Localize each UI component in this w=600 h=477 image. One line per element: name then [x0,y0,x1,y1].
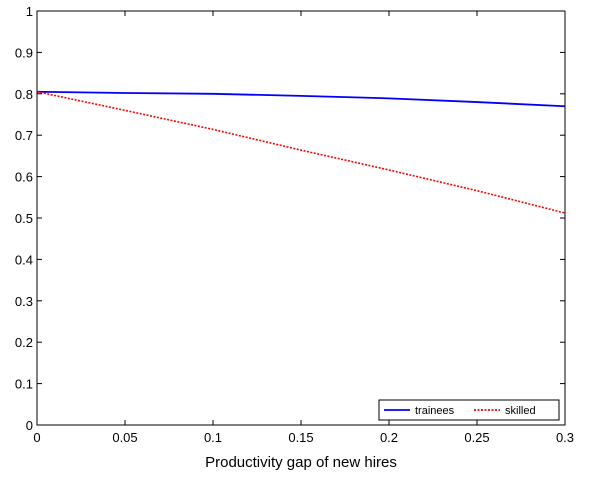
y-tick-label: 0.9 [15,45,33,60]
x-axis-label: Productivity gap of new hires [205,454,397,471]
y-tick-label: 0.3 [15,294,33,309]
y-tick-label: 1 [26,4,33,19]
x-tick-label: 0.3 [556,430,574,445]
x-tick-label: 0.15 [288,430,313,445]
y-tick-label: 0 [26,418,33,433]
x-tick-label: 0.1 [204,430,222,445]
legend-label-skilled: skilled [505,405,536,417]
x-tick-label: 0 [33,430,40,445]
y-tick-label: 0.5 [15,211,33,226]
x-tick-label: 0.25 [464,430,489,445]
legend: trainees skilled [378,399,560,421]
legend-label-trainees: trainees [415,405,455,417]
y-tick-label: 0.7 [15,128,33,143]
x-tick-label: 0.2 [380,430,398,445]
x-axis-ticks: 0 0.05 0.1 0.15 0.2 0.25 0.3 [33,11,574,445]
y-tick-label: 0.8 [15,87,33,102]
series-lines [36,90,566,214]
series-line-trainees [36,90,566,108]
y-tick-label: 0.6 [15,170,33,185]
plot-frame [36,10,566,426]
series-line-skilled [36,90,566,214]
y-tick-label: 0.1 [15,377,33,392]
y-tick-label: 0.4 [15,252,33,267]
x-tick-label: 0.05 [112,430,137,445]
y-axis-ticks: 0 0.1 0.2 0.3 0.4 0.5 0.6 0.7 0.8 0.9 1 [15,4,565,433]
legend-box [378,399,560,421]
y-tick-label: 0.2 [15,335,33,350]
plot-area [37,11,565,425]
